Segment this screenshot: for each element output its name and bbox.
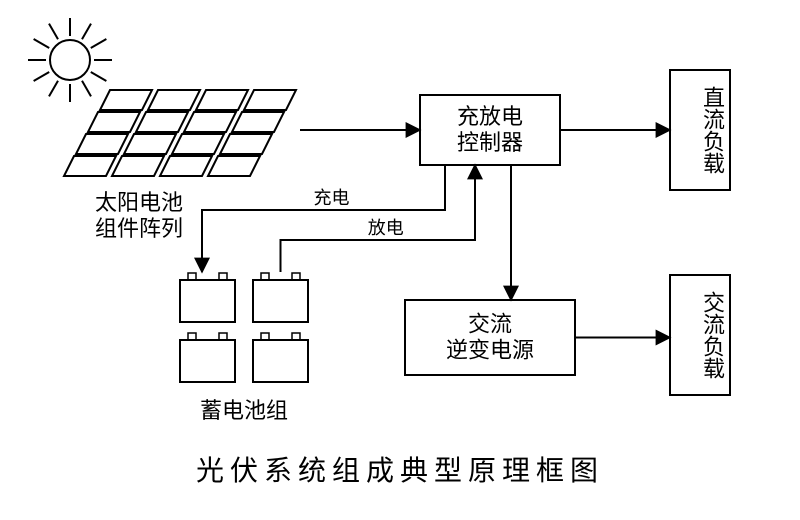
discharge-edge-label: 放电 (368, 218, 404, 238)
controller-label-1: 充放电 (457, 104, 523, 129)
pv-system-diagram: 太阳电池 组件阵列 充放电 控制器 交流 逆变电源 直流负载 交流负载 蓄电池组… (0, 0, 800, 520)
sun-icon (28, 18, 112, 102)
charge-edge-label: 充电 (314, 188, 350, 208)
dc-load-label: 直流负载 (700, 86, 725, 174)
diagram-title: 光伏系统组成典型原理框图 (196, 455, 604, 487)
solar-array (64, 90, 296, 176)
ac-load-label: 交流负载 (700, 291, 725, 379)
controller-label-2: 控制器 (457, 130, 523, 155)
inverter-label-2: 逆变电源 (446, 338, 534, 363)
solar-array-label-line1: 太阳电池 (95, 190, 183, 215)
solar-array-label-line2: 组件阵列 (95, 216, 183, 241)
edges (202, 130, 670, 338)
battery-bank (180, 273, 308, 382)
battery-bank-label: 蓄电池组 (200, 398, 288, 423)
inverter-label-1: 交流 (468, 312, 512, 337)
